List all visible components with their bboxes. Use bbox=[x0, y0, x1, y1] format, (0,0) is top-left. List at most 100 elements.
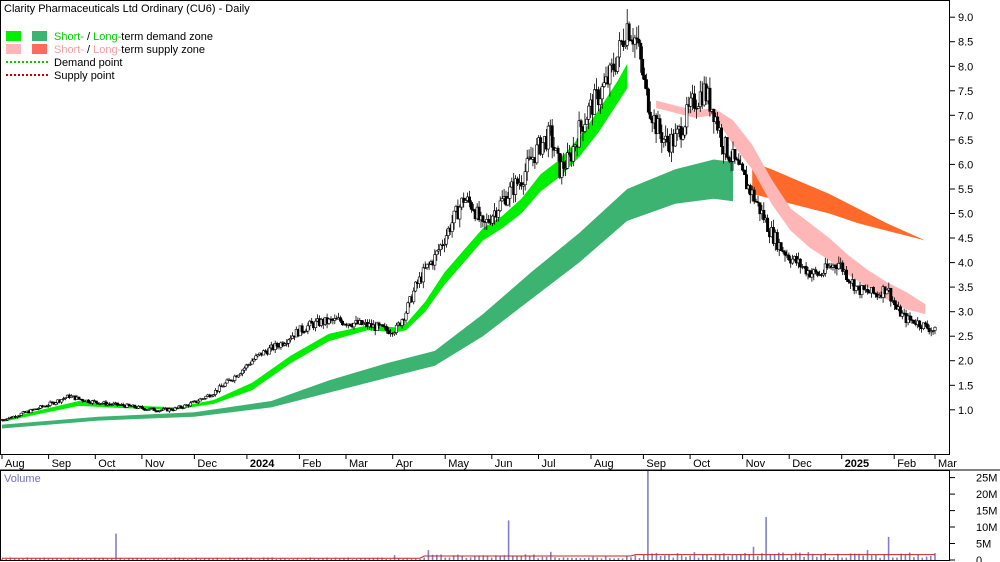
x-tick-label: Jun bbox=[495, 458, 513, 470]
price-bar-body bbox=[94, 400, 98, 404]
price-bar-body bbox=[121, 404, 125, 406]
price-bar-body bbox=[644, 79, 648, 90]
legend-demand-zone-label: Short- / Long-term demand zone bbox=[54, 31, 213, 43]
price-bar-body bbox=[562, 161, 566, 169]
x-tick-label: Oct bbox=[98, 458, 115, 470]
legend-supply-sep: / bbox=[84, 44, 93, 56]
legend-supply-short: Short- bbox=[54, 44, 84, 56]
price-bar-body bbox=[639, 42, 643, 60]
volume-tick-label: 25M bbox=[976, 473, 997, 485]
volume-tick-label: 20M bbox=[976, 489, 997, 501]
price-bar-body bbox=[377, 322, 381, 326]
price-bar-body bbox=[719, 127, 723, 148]
price-bar-body bbox=[556, 147, 560, 154]
price-bar-body bbox=[637, 38, 641, 44]
x-tick-label: Mar bbox=[349, 458, 368, 470]
price-bar-body bbox=[29, 409, 33, 414]
price-bar-body bbox=[37, 408, 41, 410]
price-bar-body bbox=[62, 398, 66, 400]
price-bar-body bbox=[400, 319, 404, 326]
price-bar-body bbox=[779, 242, 783, 252]
price-bar-body bbox=[385, 326, 389, 331]
price-bar-body bbox=[412, 290, 416, 303]
price-bar-body bbox=[560, 161, 564, 178]
price-bar-body bbox=[577, 120, 581, 148]
price-bars bbox=[0, 9, 937, 421]
y-tick-label: 3.5 bbox=[958, 282, 973, 294]
price-bar-body bbox=[725, 137, 729, 158]
time-axis: Aug Sep Oct Nov Dec 2024 Feb Mar Apr May Jun Jul Aug… bbox=[1, 455, 957, 470]
price-bar-body bbox=[204, 395, 208, 399]
price-bar-body bbox=[658, 118, 662, 133]
price-bar-body bbox=[660, 132, 664, 143]
price-bar-body bbox=[596, 89, 600, 106]
y-tick-label: 9.0 bbox=[958, 12, 973, 24]
price-bar-body bbox=[912, 319, 916, 324]
price-bar-body bbox=[239, 373, 243, 376]
price-bar-body bbox=[304, 330, 308, 333]
y-tick-label: 1.0 bbox=[958, 405, 973, 417]
price-bar-body bbox=[666, 135, 670, 143]
price-bar-body bbox=[421, 267, 425, 283]
price-bar-body bbox=[310, 320, 314, 324]
price-bar-body bbox=[635, 37, 639, 40]
price-bar-body bbox=[733, 149, 737, 160]
legend-supply-point-label: Supply point bbox=[54, 70, 115, 82]
volume-label: Volume bbox=[4, 473, 41, 485]
price-bar-body bbox=[458, 206, 462, 220]
price-bar-body bbox=[104, 401, 108, 406]
price-bar-body bbox=[17, 415, 21, 417]
legend-demand-point-label: Demand point bbox=[54, 57, 123, 69]
price-bar-body bbox=[689, 97, 693, 107]
price-bar-body bbox=[404, 312, 408, 321]
price-bar-body bbox=[287, 339, 291, 344]
price-bar-body bbox=[54, 402, 58, 405]
price-bar-body bbox=[756, 201, 760, 203]
price-bar-body bbox=[744, 174, 748, 190]
price-bar-body bbox=[546, 125, 550, 150]
price-bar-body bbox=[498, 200, 502, 211]
price-bar-body bbox=[931, 330, 935, 332]
price-bar-body bbox=[115, 402, 119, 406]
price-bar-body bbox=[477, 206, 481, 221]
x-tick-label: 2025 bbox=[845, 458, 869, 470]
y-tick-label: 4.0 bbox=[958, 258, 973, 270]
price-bar-body bbox=[464, 200, 468, 203]
price-bar-body bbox=[550, 125, 554, 148]
price-bar-body bbox=[406, 302, 410, 314]
price-bar-body bbox=[679, 126, 683, 140]
volume-bars bbox=[1, 471, 936, 560]
price-bar-body bbox=[381, 324, 385, 327]
price-bar-body bbox=[133, 404, 137, 408]
price-bar-body bbox=[925, 323, 929, 329]
price-bar-body bbox=[210, 395, 214, 398]
zones bbox=[2, 63, 926, 429]
price-bar-body bbox=[217, 385, 221, 392]
price-bar-body bbox=[781, 250, 785, 252]
price-bar-body bbox=[692, 93, 696, 109]
price-bar-body bbox=[202, 398, 206, 400]
price-bar-body bbox=[642, 74, 646, 80]
price-bar-body bbox=[467, 196, 471, 203]
price-bar-body bbox=[871, 286, 875, 294]
price-bar-body bbox=[348, 323, 352, 327]
price-bar-body bbox=[846, 279, 850, 283]
price-bar-body bbox=[275, 342, 279, 347]
price-bar-body bbox=[521, 184, 525, 187]
price-bar-body bbox=[306, 325, 310, 332]
y-tick-label: 6.0 bbox=[958, 159, 973, 171]
price-bar-body bbox=[252, 358, 256, 362]
price-bar-body bbox=[933, 326, 937, 331]
legend-demand-short: Short- bbox=[54, 31, 84, 43]
price-bar-body bbox=[662, 139, 666, 143]
price-bar-body bbox=[289, 338, 293, 341]
price-bar-body bbox=[439, 244, 443, 250]
price-bar-body bbox=[394, 324, 398, 333]
price-bar-body bbox=[854, 285, 858, 291]
price-bar-body bbox=[435, 250, 439, 256]
price-bar-body bbox=[566, 152, 570, 169]
price-bar-body bbox=[579, 120, 583, 128]
price-bar-body bbox=[519, 182, 523, 187]
price-bar-body bbox=[918, 320, 922, 328]
price-bar-body bbox=[423, 267, 427, 269]
